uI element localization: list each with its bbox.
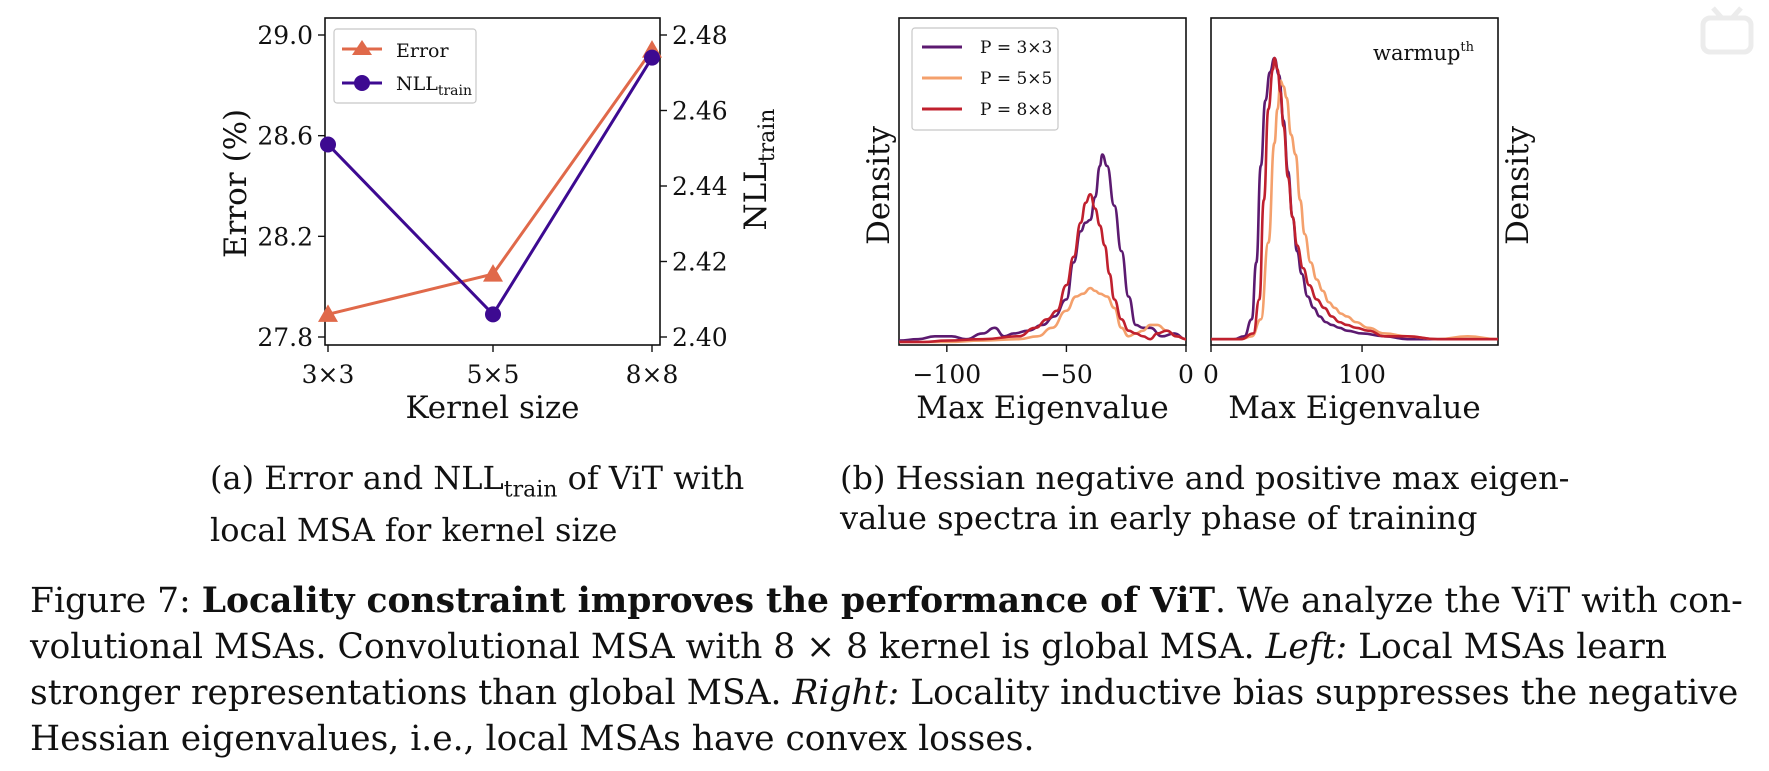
x-axis-label: Kernel size — [405, 390, 579, 426]
density-curve-neg-0 — [898, 153, 1187, 342]
y-tick-label-left: 28.2 — [257, 222, 313, 251]
x-tick-label: −50 — [1040, 360, 1093, 389]
x-tick-label: 0 — [1203, 360, 1219, 389]
data-point-error — [318, 304, 338, 322]
y-axis-label-left: Error (%) — [218, 109, 254, 258]
density-curve-pos-2 — [1211, 56, 1498, 341]
caption-b: (b) Hessian negative and positive max ei… — [840, 459, 1570, 537]
y-tick-label-right: 2.40 — [672, 323, 728, 352]
y-tick-label-right: 2.46 — [672, 97, 728, 126]
annotation-warmup: warmupth — [1373, 40, 1475, 65]
y-tick-label-left: 27.8 — [257, 323, 313, 352]
plot-frame-pos — [1210, 17, 1499, 346]
y-tick-label-left: 28.6 — [257, 122, 313, 151]
y-axis-label-pos: Density — [1500, 126, 1536, 245]
density-curve-neg-2 — [898, 193, 1187, 344]
y-tick-label-left: 29.0 — [257, 21, 313, 50]
x-tick-label: 0 — [1178, 360, 1194, 389]
x-tick-label: 5×5 — [467, 360, 520, 389]
legend-label-b-0: P = 3×3 — [980, 38, 1052, 58]
legend-box-b — [911, 27, 1059, 131]
x-tick-label: 8×8 — [626, 360, 679, 389]
y-tick-label-right: 2.42 — [672, 248, 728, 277]
data-point-nll — [320, 136, 336, 153]
legend-label-b-1: P = 5×5 — [980, 69, 1052, 89]
y-axis-label-right: NLLtrain — [738, 109, 780, 231]
legend-marker-nll — [354, 75, 370, 91]
legend-label-b-2: P = 8×8 — [980, 100, 1052, 120]
x-axis-label: Max Eigenvalue — [1228, 390, 1480, 426]
figure-caption-bold: Locality constraint improves the perform… — [201, 581, 1215, 621]
figure-caption: Figure 7: Locality constraint improves t… — [30, 581, 1743, 759]
x-tick-label: 100 — [1338, 360, 1386, 389]
legend-label-error: Error — [396, 40, 449, 62]
density-curve-neg-1 — [898, 286, 1187, 344]
data-point-error — [483, 264, 503, 282]
x-tick-label: 3×3 — [302, 360, 355, 389]
data-point-nll — [644, 49, 660, 66]
y-tick-label-right: 2.44 — [672, 172, 728, 201]
bilibili-logo-icon — [1700, 6, 1754, 55]
figure-canvas: 27.8 28.2 28.6 29.0 2.40 2.42 2.44 2.46 2.48 3×3 5… — [218, 17, 1536, 426]
x-axis-label: Max Eigenvalue — [916, 390, 1168, 426]
y-tick-label-right: 2.48 — [672, 21, 728, 50]
legend-label-nll: NLLtrain — [396, 73, 472, 99]
plot-frame-neg — [898, 17, 1187, 346]
caption-a: (a) Error and NLLtrain of ViT with local… — [210, 459, 745, 550]
data-point-nll — [485, 306, 501, 323]
legend-marker-error — [352, 40, 372, 55]
y-axis-label-neg: Density — [861, 126, 897, 245]
density-curve-pos-0 — [1211, 56, 1498, 341]
density-curve-pos-1 — [1211, 79, 1499, 341]
x-tick-label: −100 — [912, 360, 981, 389]
